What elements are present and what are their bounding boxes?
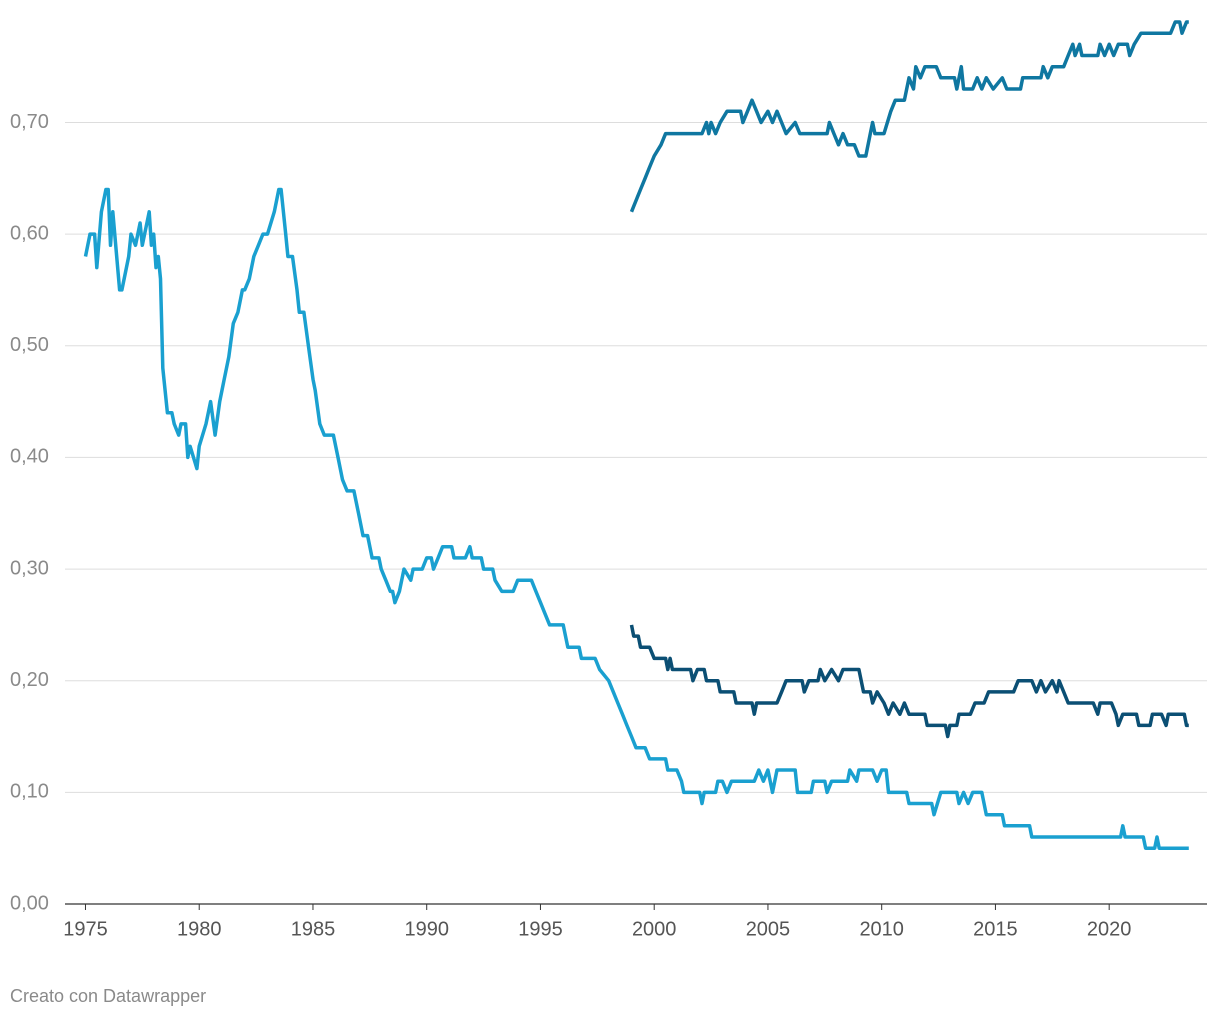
y-tick-label: 0,00 (10, 892, 49, 914)
y-tick-label: 0,50 (10, 334, 49, 356)
x-tick-label: 2020 (1087, 918, 1132, 940)
x-tick-label: 1995 (518, 918, 563, 940)
series-line (83, 187, 1189, 850)
y-tick-label: 0,60 (10, 222, 49, 244)
x-tick-label: 2005 (746, 918, 791, 940)
x-tick-label: 2010 (859, 918, 904, 940)
x-tick-label: 2000 (632, 918, 677, 940)
y-tick-label: 0,20 (10, 669, 49, 691)
x-tick-label: 1975 (63, 918, 108, 940)
footer: Creato con Datawrapper (10, 986, 206, 1006)
x-tick-label: 1985 (291, 918, 336, 940)
y-tick-label: 0,40 (10, 446, 49, 468)
y-tick-label: 0,70 (10, 111, 49, 133)
x-tick-label: 2015 (973, 918, 1018, 940)
series-line (629, 624, 1189, 739)
y-tick-label: 0,30 (10, 557, 49, 579)
series-line (629, 20, 1189, 213)
y-tick-label: 0,10 (10, 781, 49, 803)
x-tick-label: 1980 (177, 918, 222, 940)
x-tick-label: 1990 (404, 918, 449, 940)
